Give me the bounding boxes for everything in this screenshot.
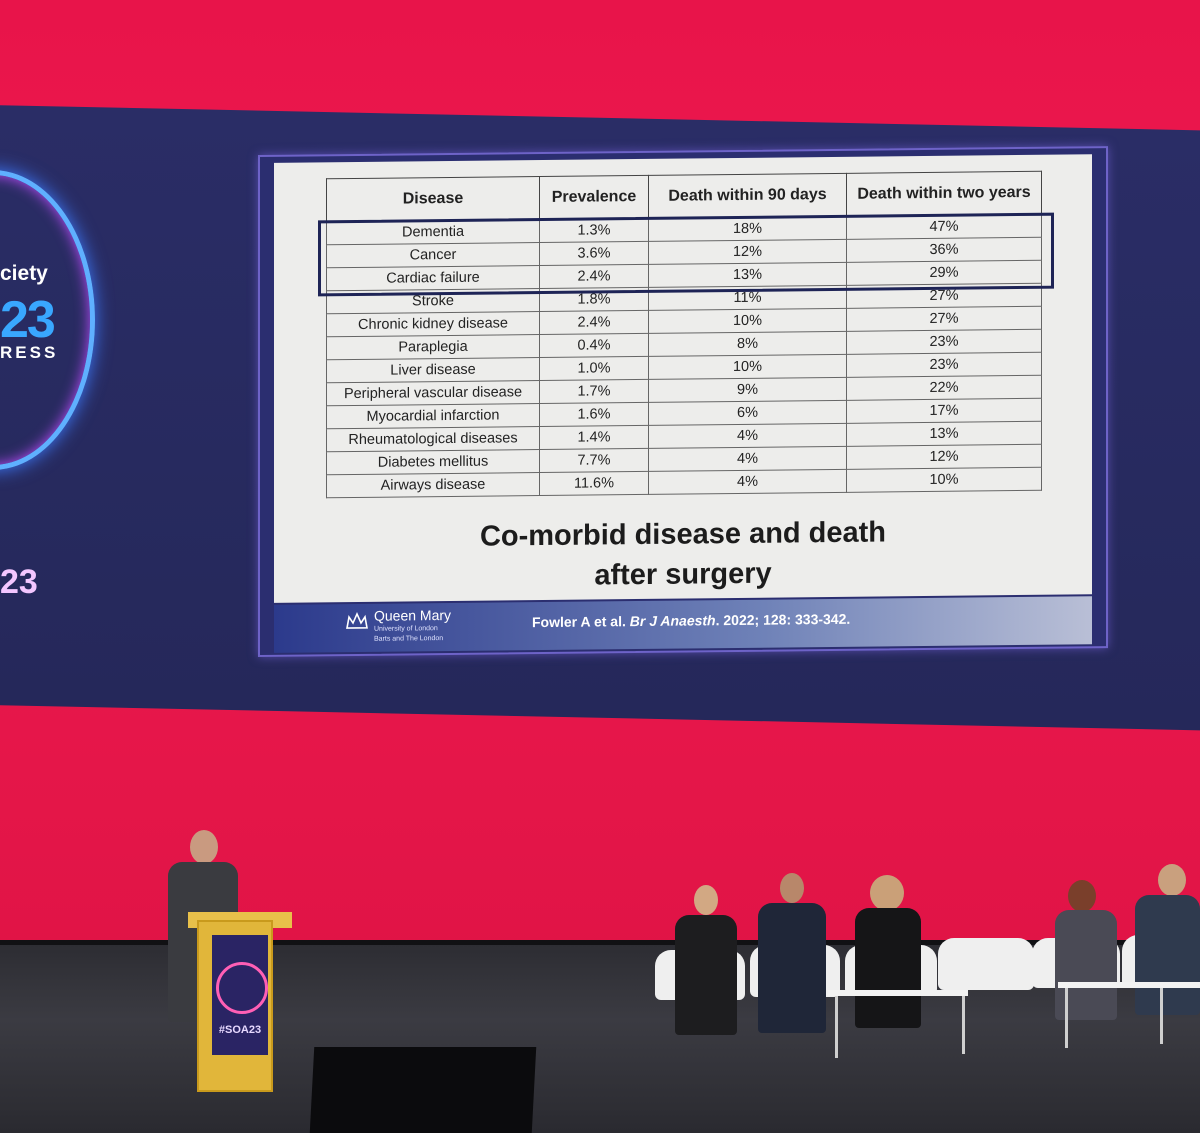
table-leg (962, 996, 965, 1054)
institution-sub: University of London (374, 625, 438, 633)
table-leg (1065, 988, 1068, 1048)
cell-death-2y: 10% (846, 467, 1042, 493)
cell-prevalence: 1.7% (539, 379, 649, 404)
cell-disease: Airways disease (326, 472, 540, 498)
cell-death-2y: 13% (846, 421, 1042, 447)
cell-prevalence: 1.6% (539, 402, 649, 427)
institution-name: Queen Mary (374, 606, 452, 624)
panelist-head (870, 875, 904, 911)
panelist-head (1158, 864, 1186, 896)
coffee-table (1058, 982, 1200, 988)
podium-logo (216, 962, 268, 1014)
cell-death-90: 6% (648, 400, 847, 426)
cell-death-90: 4% (648, 469, 847, 495)
table-leg (835, 996, 838, 1058)
institution-sub2: Barts and The London (374, 635, 444, 643)
slide-footer: Queen Mary University of London Barts an… (274, 596, 1092, 653)
panelist-head (694, 885, 718, 915)
cell-disease: Peripheral vascular disease (326, 380, 540, 406)
cell-disease: Paraplegia (326, 334, 540, 360)
panelist-body (855, 908, 921, 1028)
side-year-text: 23 (0, 563, 38, 601)
slide-title: Co-morbid disease and death after surger… (274, 510, 1092, 599)
cell-prevalence: 0.4% (539, 333, 649, 358)
panelist-body (1135, 895, 1200, 1015)
cell-death-90: 10% (648, 354, 847, 380)
ring-text-year: 23 (0, 291, 56, 349)
cell-death-2y: 27% (846, 306, 1042, 332)
slide-content: Disease Prevalence Death within 90 days … (274, 154, 1092, 603)
cell-disease: Diabetes mellitus (326, 449, 540, 475)
panelist-head (780, 873, 804, 903)
cell-death-2y: 12% (846, 444, 1042, 470)
cell-death-2y: 17% (846, 398, 1042, 424)
crown-icon (346, 611, 368, 629)
slide: Disease Prevalence Death within 90 days … (258, 146, 1108, 657)
col-header-disease: Disease (326, 176, 540, 222)
cell-death-90: 4% (648, 446, 847, 472)
cell-disease: Liver disease (326, 357, 540, 383)
table-leg (1160, 988, 1163, 1044)
cell-death-2y: 23% (846, 352, 1042, 378)
cell-disease: Myocardial infarction (326, 403, 540, 429)
cell-prevalence: 11.6% (539, 471, 649, 496)
cell-death-90: 10% (648, 308, 847, 334)
cell-death-2y: 23% (846, 329, 1042, 355)
ring-text-society: ciety (0, 262, 48, 285)
podium-hashtag: #SOA23 (218, 1024, 262, 1036)
citation: Fowler A et al. Br J Anaesth. 2022; 128:… (532, 611, 850, 630)
cell-prevalence: 2.4% (539, 310, 649, 335)
coffee-table (828, 990, 968, 996)
cell-disease: Chronic kidney disease (326, 311, 540, 337)
col-header-death-90: Death within 90 days (648, 173, 847, 219)
empty-chair (938, 938, 1034, 990)
cell-death-90: 8% (648, 331, 847, 357)
cell-prevalence: 1.4% (539, 425, 649, 450)
panelist-body (758, 903, 826, 1033)
col-header-prevalence: Prevalence (539, 175, 649, 220)
cell-prevalence: 7.7% (539, 448, 649, 473)
speaker-head (190, 830, 218, 864)
cell-death-2y: 22% (846, 375, 1042, 401)
panelist-body (675, 915, 737, 1035)
stage-monitor (309, 1047, 537, 1133)
cell-prevalence: 1.0% (539, 356, 649, 381)
citation-journal: Br J Anaesth (629, 612, 716, 630)
cell-death-90: 9% (648, 377, 847, 403)
highlight-box (318, 212, 1054, 297)
cell-death-90: 4% (648, 423, 847, 449)
cell-disease: Rheumatological diseases (326, 426, 540, 452)
citation-rest: . 2022; 128: 333-342. (715, 610, 851, 629)
col-header-death-2y: Death within two years (846, 171, 1042, 217)
panelist-head (1068, 880, 1096, 912)
slide-title-line2: after surgery (594, 557, 772, 592)
ring-text-congress: RESS (0, 343, 59, 362)
citation-authors: Fowler A et al. (532, 613, 626, 631)
